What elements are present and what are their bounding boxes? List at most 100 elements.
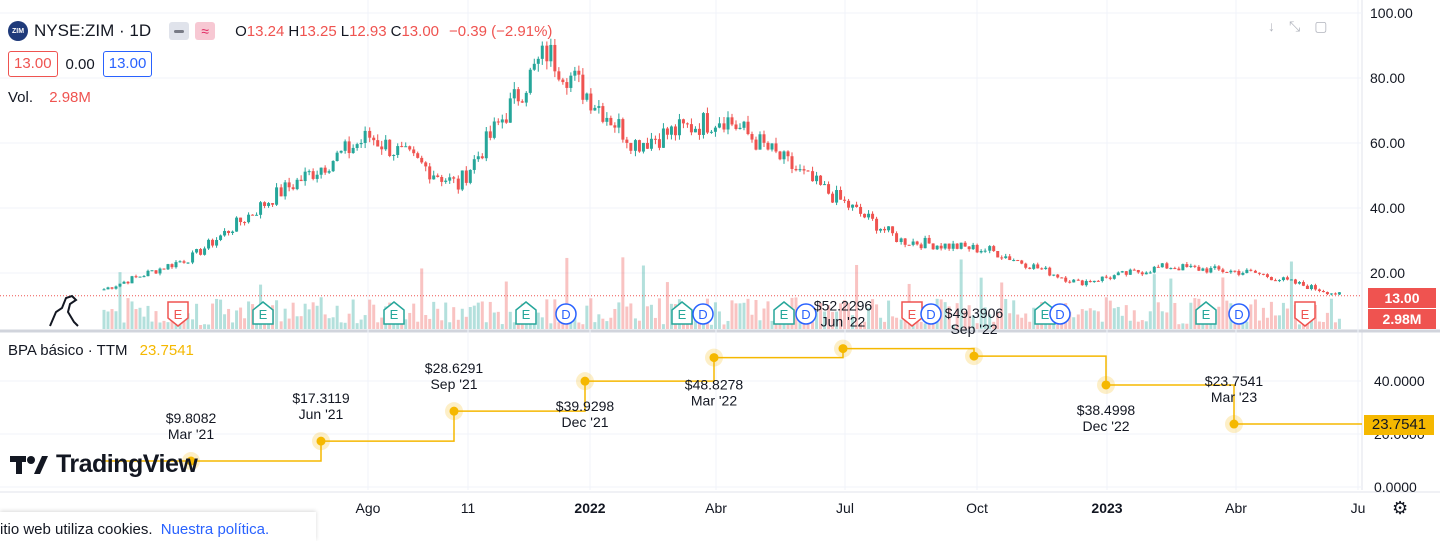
candle-body <box>790 156 794 169</box>
eps-period-label: Dec '22 <box>1082 418 1129 434</box>
volume-bar <box>819 302 823 329</box>
volume-bar <box>315 305 319 329</box>
candle-body <box>754 139 758 150</box>
candle-body <box>106 287 110 290</box>
x-axis-label: Abr <box>705 500 727 516</box>
event-marker-label: D <box>1055 307 1064 322</box>
x-axis-label: Ju <box>1350 500 1366 516</box>
candle-body <box>223 230 227 236</box>
maximize-icon[interactable]: ⤡ <box>1289 18 1301 34</box>
candle-body <box>621 119 625 140</box>
volume-bar <box>440 320 444 329</box>
indicator-title[interactable]: BPA básico · TTM <box>8 342 128 359</box>
volume-bar <box>219 299 223 329</box>
candle-body <box>311 171 315 179</box>
candle-body <box>967 246 971 250</box>
candle-body <box>835 190 839 203</box>
candle-body <box>536 58 540 64</box>
volume-bar <box>1225 300 1229 329</box>
minus-icon <box>174 29 185 33</box>
ohlc-key-c: C <box>390 22 402 40</box>
volume-bar <box>1317 321 1321 329</box>
collapse-button[interactable] <box>169 22 190 40</box>
eps-point <box>186 456 196 466</box>
settings-icon[interactable]: ⚙ <box>1392 498 1409 518</box>
candle-body <box>1032 264 1036 269</box>
eps-point <box>1101 380 1111 390</box>
volume-bar <box>500 324 504 329</box>
volume-bar <box>1108 300 1112 329</box>
volume-bar <box>436 308 440 329</box>
candle-body <box>1261 273 1265 275</box>
ask-price[interactable]: 13.00 <box>102 51 153 77</box>
candle-body <box>211 239 215 246</box>
candle-body <box>207 239 211 249</box>
wave-icon: ≈ <box>201 23 209 39</box>
candle-body <box>545 45 549 62</box>
event-marker-label: E <box>259 307 268 322</box>
candle-body <box>215 239 219 246</box>
candle-body <box>975 244 979 253</box>
candle-body <box>351 147 355 154</box>
volume-bar <box>1004 298 1008 329</box>
eps-point <box>969 351 979 361</box>
candle-body <box>1080 280 1084 286</box>
volume-bar <box>843 300 847 329</box>
volume-bar <box>713 302 717 329</box>
volume-bar <box>452 307 456 329</box>
candle-body <box>1076 279 1080 281</box>
candle-body <box>203 248 207 255</box>
volume-bar <box>863 321 867 329</box>
dividend-marker <box>1049 303 1071 325</box>
volume-bar <box>1072 317 1076 329</box>
volume-value: 2.98M <box>49 89 91 106</box>
cookie-banner: itio web utiliza cookies. Nuestra políti… <box>0 512 316 541</box>
symbol-title[interactable]: NYSE:ZIM · 1D <box>34 21 152 40</box>
earnings-marker <box>671 301 693 325</box>
volume-bar <box>859 323 863 329</box>
eps-value-label: $52.2296 <box>814 298 873 314</box>
candle-body <box>520 101 524 103</box>
candle-body <box>875 218 879 231</box>
candle-body <box>1173 268 1177 270</box>
candle-body <box>641 142 645 152</box>
cookie-policy-link[interactable]: Nuestra política. <box>160 521 270 538</box>
volume-bar <box>247 301 251 329</box>
candle-body <box>681 119 685 124</box>
arrow-down-icon[interactable]: ↓ <box>1268 18 1275 34</box>
volume-bar <box>1132 310 1136 329</box>
candle-body <box>589 93 593 111</box>
volume-bar <box>460 308 464 329</box>
volume-bar <box>887 300 891 329</box>
ohlc-value-o: 13.24 <box>246 22 285 40</box>
window-icon[interactable]: ▢ <box>1314 18 1328 34</box>
candle-body <box>1165 263 1169 269</box>
volume-bar <box>815 311 819 329</box>
eps-period-label: Jun '21 <box>299 406 344 422</box>
volume-bar <box>734 303 738 329</box>
candle-body <box>355 144 359 148</box>
volume-bar <box>488 301 492 329</box>
spread-value: 0.00 <box>65 55 95 73</box>
candle-body <box>271 203 275 205</box>
bid-price[interactable]: 13.00 <box>8 51 58 77</box>
candle-body <box>1321 291 1325 293</box>
candle-body <box>1293 279 1297 284</box>
volume-bar <box>1253 299 1257 329</box>
price-tick-label: 20.00 <box>1370 265 1405 281</box>
volume-bar <box>1277 315 1281 329</box>
volume-bar <box>1329 298 1333 329</box>
compare-button[interactable]: ≈ <box>195 22 216 40</box>
volume-bar <box>1148 311 1152 329</box>
volume-bar <box>613 308 617 329</box>
volume-bar <box>891 316 895 329</box>
candle-body <box>717 123 721 128</box>
volume-bar <box>1237 323 1241 329</box>
tradingview-logo[interactable]: TradingView <box>10 450 198 479</box>
candle-body <box>709 131 713 133</box>
candle-body <box>1169 268 1173 270</box>
candle-body <box>1028 267 1032 269</box>
candle-body <box>1201 268 1205 271</box>
volume-bar <box>1193 298 1197 329</box>
